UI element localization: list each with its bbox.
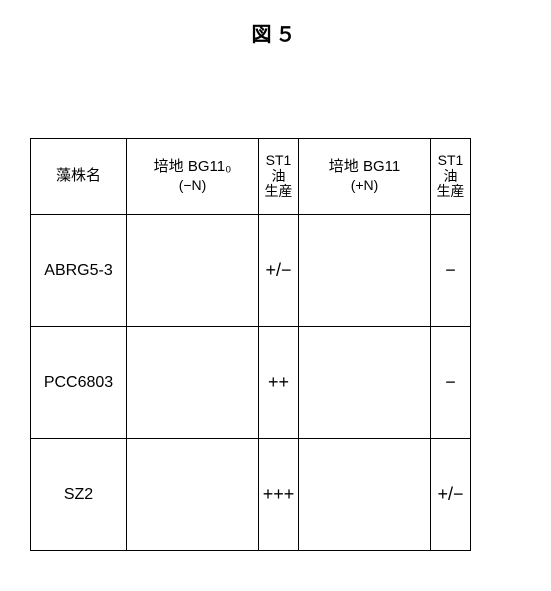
- hdr-st1-l2: 油: [272, 168, 286, 184]
- micrograph-plus-n: [299, 439, 431, 551]
- micrograph-plus-n: [299, 215, 431, 327]
- table-row: ABRG5-3 +/− −: [31, 215, 471, 327]
- strain-name-cell: PCC6803: [31, 327, 127, 439]
- table-body: ABRG5-3+/−−PCC6803++−SZ2++++/−: [31, 215, 471, 551]
- data-table: 藻株名 培地 BG11₀ (−N) ST1 油 生産 培地 BG11 (+N) …: [30, 138, 471, 551]
- hdr-st1-minus: ST1 油 生産: [259, 139, 299, 215]
- strain-name: PCC6803: [44, 374, 113, 391]
- micrograph-minus-n: [127, 439, 259, 551]
- strain-name-cell: SZ2: [31, 439, 127, 551]
- hdr-medium-plus-n-line2: (+N): [351, 177, 379, 193]
- hdr-medium-minus-n-line1: 培地 BG11₀: [154, 158, 232, 175]
- table-row: PCC6803 ++ −: [31, 327, 471, 439]
- strain-name: ABRG5-3: [44, 262, 112, 279]
- hdr-st1b-l1: ST1: [438, 152, 464, 168]
- st1-score-plus-n: −: [431, 327, 471, 439]
- hdr-st1-l1: ST1: [266, 152, 292, 168]
- hdr-medium-minus-n: 培地 BG11₀ (−N): [127, 139, 259, 215]
- st1-score-minus-n: +/−: [259, 215, 299, 327]
- strain-name-cell: ABRG5-3: [31, 215, 127, 327]
- micrograph-minus-n: [127, 215, 259, 327]
- micrograph-plus-n: [299, 327, 431, 439]
- hdr-medium-plus-n: 培地 BG11 (+N): [299, 139, 431, 215]
- hdr-strain-name: 藻株名: [31, 139, 127, 215]
- hdr-st1b-l2: 油: [444, 168, 458, 184]
- hdr-medium-plus-n-line1: 培地 BG11: [329, 158, 400, 175]
- header-row: 藻株名 培地 BG11₀ (−N) ST1 油 生産 培地 BG11 (+N) …: [31, 139, 471, 215]
- st1-score-plus-n: +/−: [431, 439, 471, 551]
- hdr-strain-name-text: 藻株名: [56, 167, 101, 184]
- st1-score-plus-n: −: [431, 215, 471, 327]
- table-row: SZ2 +++ +/−: [31, 439, 471, 551]
- figure-label: 図５: [252, 18, 300, 47]
- micrograph-minus-n: [127, 327, 259, 439]
- hdr-medium-minus-n-line2: (−N): [179, 177, 207, 193]
- hdr-st1-plus: ST1 油 生産: [431, 139, 471, 215]
- st1-score-minus-n: ++: [259, 327, 299, 439]
- hdr-st1-l3: 生産: [265, 183, 293, 199]
- hdr-st1b-l3: 生産: [437, 183, 465, 199]
- data-table-container: 藻株名 培地 BG11₀ (−N) ST1 油 生産 培地 BG11 (+N) …: [30, 138, 471, 551]
- strain-name: SZ2: [64, 486, 93, 503]
- st1-score-minus-n: +++: [259, 439, 299, 551]
